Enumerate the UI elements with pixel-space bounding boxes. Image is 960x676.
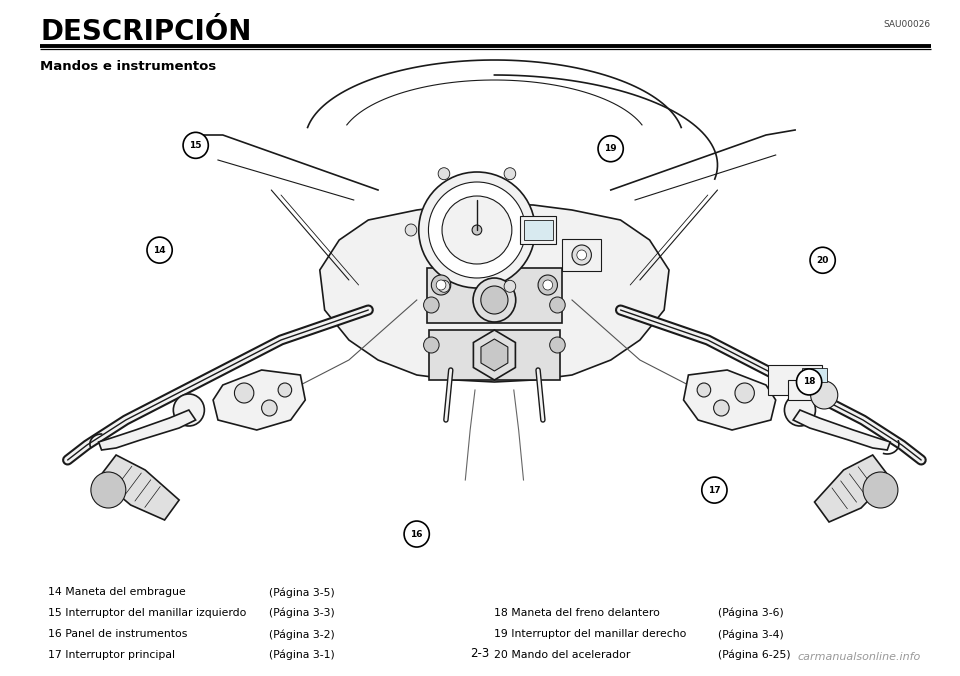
Circle shape [423,297,439,313]
Text: 14: 14 [154,245,166,255]
Polygon shape [99,455,180,520]
Text: 16: 16 [411,529,423,539]
Circle shape [537,224,549,236]
Text: (Página 6-25): (Página 6-25) [717,650,790,660]
Polygon shape [320,204,669,382]
Ellipse shape [442,196,512,264]
Circle shape [504,168,516,180]
Bar [803,368,827,382]
Text: (Página 3-4): (Página 3-4) [717,629,783,639]
Text: 20 Mando del acelerador: 20 Mando del acelerador [494,650,631,660]
Circle shape [577,250,587,260]
Text: DESCRIPCIÓN: DESCRIPCIÓN [40,18,252,46]
Text: 17: 17 [708,485,721,495]
Circle shape [550,337,565,353]
Circle shape [550,297,565,313]
Circle shape [261,400,277,416]
Bar [788,380,822,400]
Text: (Página 3-5): (Página 3-5) [270,587,335,598]
Circle shape [423,337,439,353]
Circle shape [91,472,126,508]
Polygon shape [99,410,196,450]
Circle shape [278,383,292,397]
Circle shape [431,275,451,295]
Text: 2: 2 [9,389,20,405]
Text: 18: 18 [803,377,815,387]
Circle shape [504,281,516,292]
Text: SAU00026: SAU00026 [884,20,931,29]
Circle shape [234,383,253,403]
Circle shape [784,394,815,426]
Circle shape [472,225,482,235]
Circle shape [810,247,835,273]
Text: 17 Interruptor principal: 17 Interruptor principal [48,650,175,660]
Text: (Página 3-1): (Página 3-1) [270,650,335,660]
Text: 2-3: 2-3 [470,647,490,660]
Polygon shape [793,410,890,450]
Text: 15: 15 [189,141,202,150]
Bar [426,268,563,322]
Polygon shape [814,455,890,522]
Bar [563,239,601,271]
Circle shape [797,369,822,395]
Circle shape [183,132,208,158]
Circle shape [436,280,445,290]
Circle shape [543,280,553,290]
Circle shape [702,477,727,503]
Bar [523,220,553,240]
Bar [768,365,822,395]
Polygon shape [684,370,776,430]
Circle shape [438,281,450,292]
Text: 15 Interruptor del manillar izquierdo: 15 Interruptor del manillar izquierdo [48,608,247,618]
Circle shape [404,521,429,547]
Text: (Página 3-3): (Página 3-3) [270,608,335,619]
Circle shape [735,383,755,403]
Circle shape [538,275,558,295]
Circle shape [572,245,591,265]
Circle shape [473,278,516,322]
Text: (Página 3-6): (Página 3-6) [717,608,783,619]
Circle shape [481,286,508,314]
Bar [429,330,560,380]
Text: 16 Panel de instrumentos: 16 Panel de instrumentos [48,629,187,639]
Text: 20: 20 [816,256,828,265]
Text: 18 Maneta del freno delantero: 18 Maneta del freno delantero [494,608,660,618]
Circle shape [147,237,172,263]
Text: 14 Maneta del embrague: 14 Maneta del embrague [48,587,186,597]
Ellipse shape [428,182,525,278]
Circle shape [174,394,204,426]
Circle shape [438,168,450,180]
Text: Mandos e instrumentos: Mandos e instrumentos [40,60,217,73]
Text: carmanualsonline.info: carmanualsonline.info [798,652,922,662]
Ellipse shape [419,172,535,288]
Text: 19 Interruptor del manillar derecho: 19 Interruptor del manillar derecho [494,629,686,639]
Circle shape [863,472,898,508]
Bar [519,216,557,244]
Circle shape [598,136,623,162]
Circle shape [697,383,710,397]
Text: 19: 19 [605,144,617,153]
Circle shape [405,224,417,236]
Text: (Página 3-2): (Página 3-2) [270,629,335,639]
Circle shape [713,400,730,416]
Circle shape [810,381,838,409]
Polygon shape [213,370,305,430]
